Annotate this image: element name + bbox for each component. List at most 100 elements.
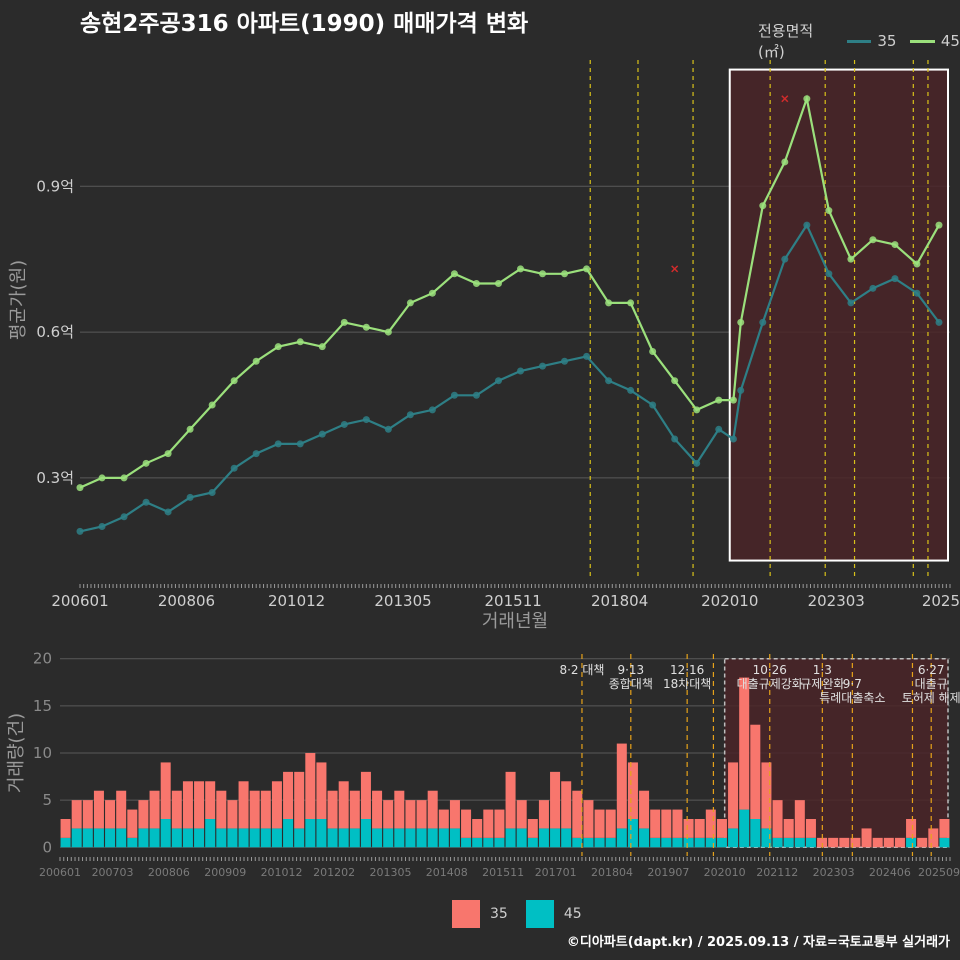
bar-45 bbox=[338, 828, 349, 848]
bar-35 bbox=[739, 677, 750, 810]
bar-45 bbox=[349, 828, 360, 848]
bar-45 bbox=[60, 837, 71, 848]
bar-45 bbox=[116, 828, 127, 848]
bar-35 bbox=[761, 762, 772, 829]
bar-35 bbox=[60, 819, 71, 838]
bar-45 bbox=[171, 828, 182, 848]
policy-annotation: 토허제 해제 bbox=[902, 691, 960, 705]
bar-45 bbox=[105, 828, 116, 848]
bar-45 bbox=[616, 828, 627, 848]
policy-annotation: 종합대책 bbox=[609, 676, 653, 691]
bar-45 bbox=[661, 837, 672, 848]
bar-45 bbox=[438, 828, 449, 848]
bar-35 bbox=[416, 800, 427, 829]
data-point-35 bbox=[340, 420, 348, 428]
data-point-35 bbox=[561, 357, 569, 365]
y-tick-label: 10 bbox=[33, 744, 52, 762]
x-tick-label: 201305 bbox=[374, 592, 431, 610]
data-point-45 bbox=[296, 338, 304, 346]
bar-35 bbox=[438, 809, 449, 829]
bar-35 bbox=[160, 762, 171, 819]
data-point-45 bbox=[869, 236, 877, 244]
data-point-35 bbox=[671, 435, 679, 443]
data-point-35 bbox=[164, 508, 172, 516]
bar-45 bbox=[271, 828, 282, 848]
y-tick-label: 5 bbox=[42, 791, 52, 809]
area-legend: 전용면적(㎡) 35 45 bbox=[758, 22, 960, 61]
bar-45 bbox=[739, 809, 750, 848]
policy-annotation: 12·16 bbox=[670, 663, 704, 677]
bar-35 bbox=[683, 819, 694, 838]
bar-45 bbox=[505, 828, 516, 848]
bar-35 bbox=[627, 762, 638, 819]
x-tick-label: 200909 bbox=[204, 866, 246, 879]
data-point-35 bbox=[252, 450, 260, 458]
x-tick-label: 202406 bbox=[869, 866, 911, 879]
x-marker bbox=[671, 265, 679, 273]
bar-45 bbox=[561, 828, 572, 848]
data-point-45 bbox=[98, 474, 106, 482]
y-tick-label: 0 bbox=[42, 838, 52, 856]
y-axis-title: 평균가(원) bbox=[8, 260, 29, 340]
highlight-box bbox=[728, 68, 949, 562]
bar-35 bbox=[483, 809, 494, 838]
volume-legend: 35 45 bbox=[452, 900, 582, 928]
bar-45 bbox=[249, 828, 260, 848]
x-tick-label: 200703 bbox=[92, 866, 134, 879]
bar-45 bbox=[705, 837, 716, 848]
source-footer: ©디아파트(dapt.kr) / 2025.09.13 / 자료=국토교통부 실… bbox=[566, 935, 950, 950]
bar-45 bbox=[372, 828, 383, 848]
bar-35 bbox=[360, 771, 371, 819]
bar-35 bbox=[82, 800, 93, 829]
bar-35 bbox=[817, 837, 828, 848]
bar-35 bbox=[327, 790, 338, 829]
bar-35 bbox=[271, 781, 282, 829]
bar-35 bbox=[561, 781, 572, 829]
bar-35 bbox=[828, 837, 839, 848]
x-tick-label: 2025 bbox=[922, 592, 960, 610]
data-point-45 bbox=[76, 484, 84, 492]
price-chart: 0.3억 0.6억 0.9억 200601 200806 201012 201305 2015… bbox=[8, 60, 960, 632]
bar-35 bbox=[427, 790, 438, 829]
data-point-45 bbox=[847, 255, 855, 263]
x-tick-label: 201511 bbox=[482, 866, 524, 879]
x-tick-label: 201701 bbox=[535, 866, 577, 879]
bar-45 bbox=[772, 837, 783, 848]
data-point-45 bbox=[384, 328, 392, 336]
y-tick-label: 0.6억 bbox=[36, 323, 74, 341]
legend-bar-label-35: 35 bbox=[490, 906, 508, 922]
bar-35 bbox=[405, 800, 416, 829]
bar-45 bbox=[383, 828, 394, 848]
data-point-35 bbox=[142, 498, 150, 506]
bar-35 bbox=[616, 743, 627, 829]
data-point-35 bbox=[759, 318, 767, 326]
data-point-35 bbox=[472, 391, 480, 399]
bar-35 bbox=[728, 762, 739, 829]
data-point-35 bbox=[803, 221, 811, 229]
data-point-35 bbox=[539, 362, 547, 370]
bar-45 bbox=[672, 837, 683, 848]
x-tick-label: 202010 bbox=[701, 592, 758, 610]
bar-35 bbox=[194, 781, 205, 829]
data-point-45 bbox=[142, 459, 150, 467]
bar-45 bbox=[138, 828, 149, 848]
bar-35 bbox=[349, 790, 360, 829]
data-point-35 bbox=[120, 513, 128, 521]
bar-35 bbox=[394, 790, 405, 829]
policy-annotation: 대출규제강화 bbox=[737, 677, 803, 691]
data-point-45 bbox=[913, 260, 921, 268]
policy-annotation: 18차대책 bbox=[663, 676, 711, 691]
legend-line-35 bbox=[846, 39, 872, 43]
bar-45 bbox=[216, 828, 227, 848]
bar-45 bbox=[494, 837, 505, 848]
x-tick-label: 200806 bbox=[158, 592, 215, 610]
y-tick-label: 0.3억 bbox=[36, 469, 74, 487]
data-point-45 bbox=[715, 396, 723, 404]
data-point-45 bbox=[539, 270, 547, 278]
y-tick-label: 15 bbox=[33, 697, 52, 715]
data-point-35 bbox=[781, 255, 789, 263]
x-tick-label: 202303 bbox=[808, 592, 865, 610]
bar-45 bbox=[572, 837, 583, 848]
data-point-45 bbox=[406, 299, 414, 307]
